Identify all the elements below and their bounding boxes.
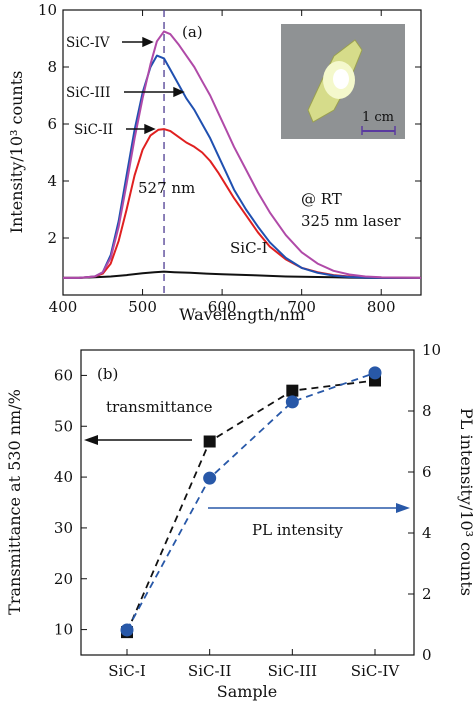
panel-b-right-y-tick-label: 6 [422,463,432,481]
scale-bar-label: 1 cm [362,110,394,125]
pl-intensity-point [203,471,217,485]
pl-intensity-legend-label: PL intensity [252,521,343,539]
arrow-label-sic-iii: SiC-III [66,85,110,101]
panel-b-series [120,366,382,639]
arrow-label-sic-iv: SiC-IV [66,35,110,51]
panel-b-right-y-tick-label: 10 [422,341,441,359]
panel-b-right-y-tick-label: 2 [422,585,432,603]
panel-a: 400 500 600 700 800 2 4 6 8 10 1 cm (a) 527 nm @… [7,1,422,324]
panel-a-x-axis-label: Wavelength/nm [179,305,305,324]
panel-a-y-axis-label: Intensity/10³ counts [7,71,26,234]
panel-a-y-ticks: 2 4 6 8 10 [38,1,421,247]
panel-a-y-tick-label: 6 [47,115,57,133]
panel-a-x-tick-label: 400 [49,298,78,316]
spectrum-sic-iv [63,30,422,279]
panel-a-x-tick-label: 700 [287,298,316,316]
panel-b-x-axis-label: Sample [217,682,278,701]
pl-intensity-line [126,372,376,631]
panel-b-x-tick-label: SiC-IV [351,662,401,680]
arrow-sic-iv-head [142,36,154,48]
transmittance-point [286,384,299,397]
inset-glow-core [333,69,349,89]
panel-a-x-tick-label: 800 [367,298,396,316]
pl-intensity-point [368,366,382,380]
panel-b-left-y-tick-label: 30 [54,519,73,537]
panel-a-y-tick-label: 10 [38,1,57,19]
panel-b-right-y-tick-label: 0 [422,646,432,664]
panel-a-y-tick-label: 2 [47,229,57,247]
panel-b-left-y-tick-label: 60 [54,366,73,384]
panel-b: SiC-I SiC-II SiC-III SiC-IV 10 20 30 40 50 60 0 2… [5,341,474,701]
panel-b-right-y-tick-label: 4 [422,524,432,542]
panel-a-y-tick-label: 4 [47,172,57,190]
panel-b-x-ticks: SiC-I SiC-II SiC-III SiC-IV [108,649,400,680]
arrow-sic-iii-head [173,86,185,98]
panel-b-right-y-tick-label: 8 [422,402,432,420]
panel-b-right-y-ticks: 0 2 4 6 8 10 [408,341,441,664]
arrow-sic-ii-head [144,123,156,135]
panel-b-x-tick-label: SiC-III [268,662,317,680]
transmittance-arrow-head [84,435,98,445]
spectrum-sic-iii [63,54,421,279]
panel-a-x-tick-label: 600 [208,298,237,316]
panel-a-label: (a) [182,23,203,41]
panel-b-left-y-tick-label: 20 [54,570,73,588]
panel-a-frame [62,9,422,296]
pl-arrow-head [396,503,410,513]
panel-b-left-y-axis-label: Transmittance at 530 nm/% [5,389,24,615]
panel-b-x-tick-label: SiC-II [188,662,232,680]
panel-b-left-y-tick-label: 50 [54,417,73,435]
pl-intensity-point [120,623,134,637]
pl-intensity-point [285,395,299,409]
panel-b-right-y-axis-label: PL intensity/10³ counts [457,408,474,596]
panel-b-label: (b) [97,365,118,383]
transmittance-point [203,435,216,448]
arrow-label-sic-ii: SiC-II [74,122,113,138]
inset-photo: 1 cm [281,24,405,139]
panel-b-frame [80,349,415,656]
peak-label: 527 nm [138,179,195,197]
series-label-sic-i: SiC-I [230,239,268,257]
panel-b-left-y-tick-label: 40 [54,468,73,486]
arrow-pointers [122,36,185,135]
pl-intensity-axis-arrow [208,503,410,513]
transmittance-line [126,379,376,633]
transmittance-axis-arrow [84,435,192,445]
transmittance-legend-label: transmittance [106,398,213,416]
panel-b-x-tick-label: SiC-I [108,662,146,680]
condition-laser: 325 nm laser [301,212,401,230]
panel-b-left-y-ticks: 10 20 30 40 50 60 [54,366,87,639]
panel-a-y-tick-label: 8 [47,58,57,76]
panel-a-x-tick-label: 500 [128,298,157,316]
panel-a-x-ticks: 400 500 600 700 800 [49,10,396,316]
condition-temperature: @ RT [301,190,342,208]
panel-a-spectra [63,30,422,279]
panel-b-left-y-tick-label: 10 [54,621,73,639]
